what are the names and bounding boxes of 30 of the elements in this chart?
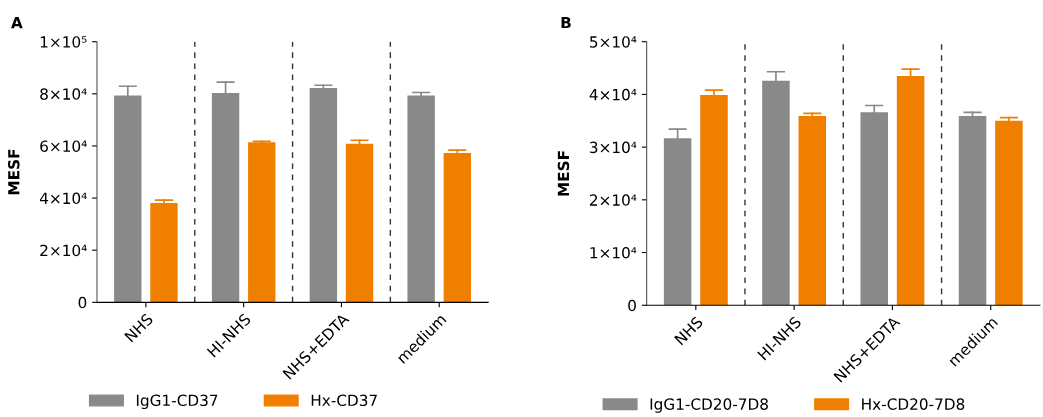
bar [407,95,435,303]
bar [150,203,178,303]
y-tick-label: 5×10⁴ [590,36,637,48]
y-tick-label: 1×10⁴ [590,247,637,259]
y-axis-title: MESF [557,151,570,196]
bar [443,152,472,303]
chart-title: B [561,16,571,29]
bar [248,142,276,303]
legend-label: IgG1-CD20-7D8 [650,398,768,413]
bar [309,88,338,303]
y-tick-label: 4×10⁴ [589,88,637,101]
bar [345,143,374,303]
y-tick-label: 1×10⁵ [40,36,87,48]
legend-label: Hx-CD20-7D8 [862,398,965,410]
y-tick-label: 4×10⁴ [39,192,87,205]
y-tick-label: 8×10⁴ [40,88,87,100]
bar [995,120,1023,306]
y-tick-label: 6×10⁴ [40,140,87,152]
bar [798,116,827,306]
chart-title: A [11,17,23,29]
legend-label: Hx-CD37 [311,394,377,407]
y-tick-label: 2×10⁴ [589,194,637,206]
legend-label: IgG1-CD37 [136,394,218,410]
bar [958,116,987,306]
y-axis-title: MESF [8,149,20,195]
bar [700,94,728,306]
y-tick-label: 2×10⁴ [40,244,87,257]
y-tick-label: 3×10⁴ [590,141,637,154]
y-tick-label: 0 [78,296,87,309]
y-tick-label: 0 [628,299,636,312]
